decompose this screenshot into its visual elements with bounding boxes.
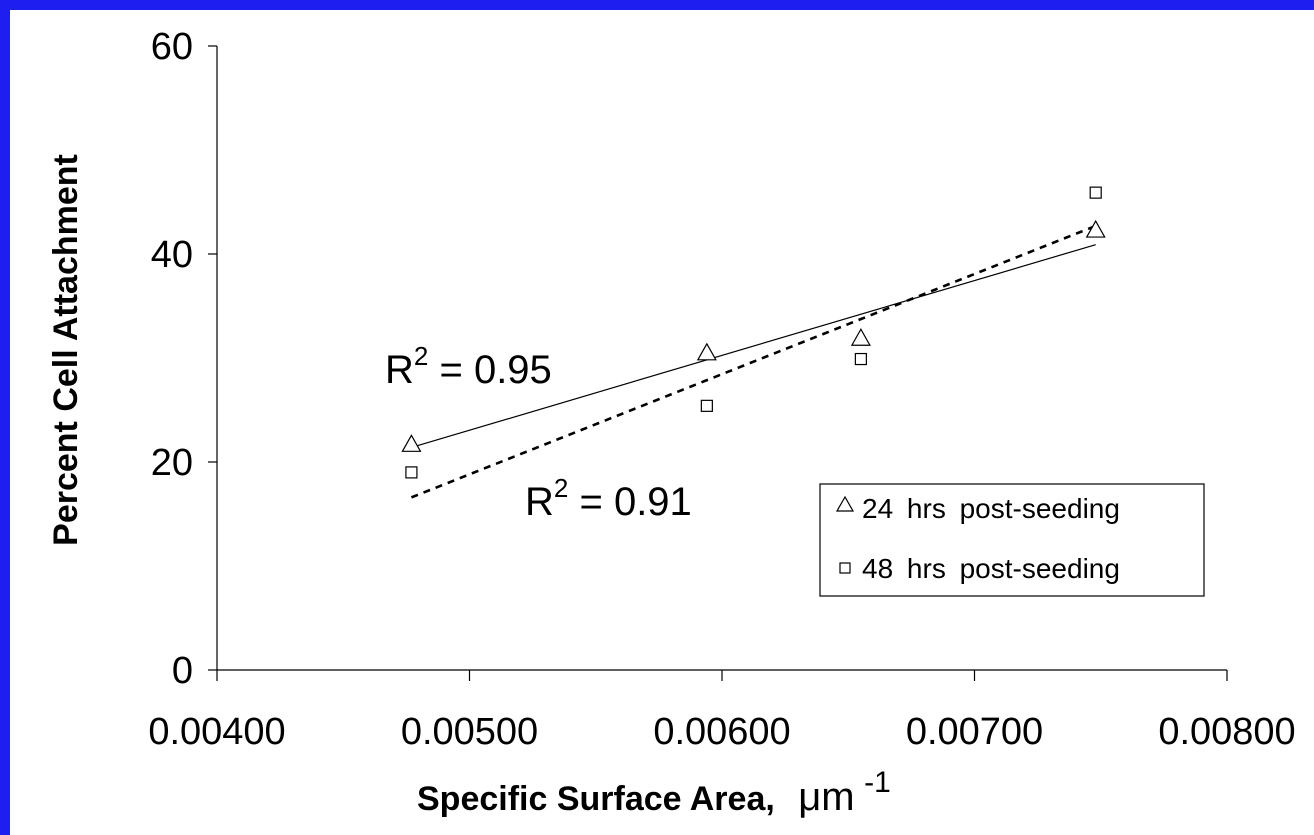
data-point-24h-triangle xyxy=(401,434,422,452)
legend-square-marker xyxy=(839,562,851,574)
legend-box xyxy=(819,483,1205,597)
legend: 24 hrs post-seeding 48 hrs post-seeding xyxy=(819,483,1205,597)
x-tick-label: 0.00700 xyxy=(906,711,1043,753)
x-tick-label: 0.00800 xyxy=(1158,711,1295,753)
data-point-48h-square xyxy=(854,352,867,366)
y-axis-title: Percent Cell Attachment xyxy=(47,154,85,546)
trendline-48h xyxy=(410,224,1097,499)
trendlines xyxy=(410,224,1097,499)
y-tick-label: 40 xyxy=(151,234,193,276)
data-point-48h-square xyxy=(700,399,713,412)
legend-triangle-marker xyxy=(835,495,855,512)
data-point-48h-square xyxy=(405,466,418,479)
axes: 0 20 40 60 0.00400 0.00500 0.00600 0.00700 0.008… xyxy=(148,26,1295,753)
r-squared-48h-annotation: R2 = 0.91 xyxy=(525,473,692,524)
x-axis-title: Specific Surface Area, μm -1 xyxy=(417,766,891,819)
data-point-24h-triangle xyxy=(696,342,717,361)
trendline-24h xyxy=(411,244,1096,449)
y-tick-label: 60 xyxy=(151,26,193,68)
y-tick-label: 0 xyxy=(172,650,193,692)
x-tick-label: 0.00500 xyxy=(401,711,538,753)
scatter-chart: 0 20 40 60 0.00400 0.00500 0.00600 0.00700 0.008… xyxy=(47,26,1296,819)
data-points xyxy=(401,186,1106,479)
x-axis-title-unit-exp: -1 xyxy=(864,766,891,799)
x-axis-title-text: Specific Surface Area, xyxy=(417,780,775,818)
data-point-24h-triangle xyxy=(850,328,871,346)
y-tick-label: 20 xyxy=(151,442,193,484)
r-squared-24h-annotation: R2 = 0.95 xyxy=(385,341,552,392)
x-tick-label: 0.00400 xyxy=(148,711,285,753)
legend-label-24h: 24 hrs post-seeding xyxy=(862,493,1120,524)
data-point-48h-square xyxy=(1089,186,1102,199)
legend-label-48h: 48 hrs post-seeding xyxy=(862,553,1120,584)
chart-frame: 0 20 40 60 0.00400 0.00500 0.00600 0.00700 0.008… xyxy=(10,10,1314,835)
x-tick-label: 0.00600 xyxy=(653,711,790,753)
x-axis-title-unit: μm xyxy=(798,775,854,819)
data-point-24h-triangle xyxy=(1085,219,1106,238)
